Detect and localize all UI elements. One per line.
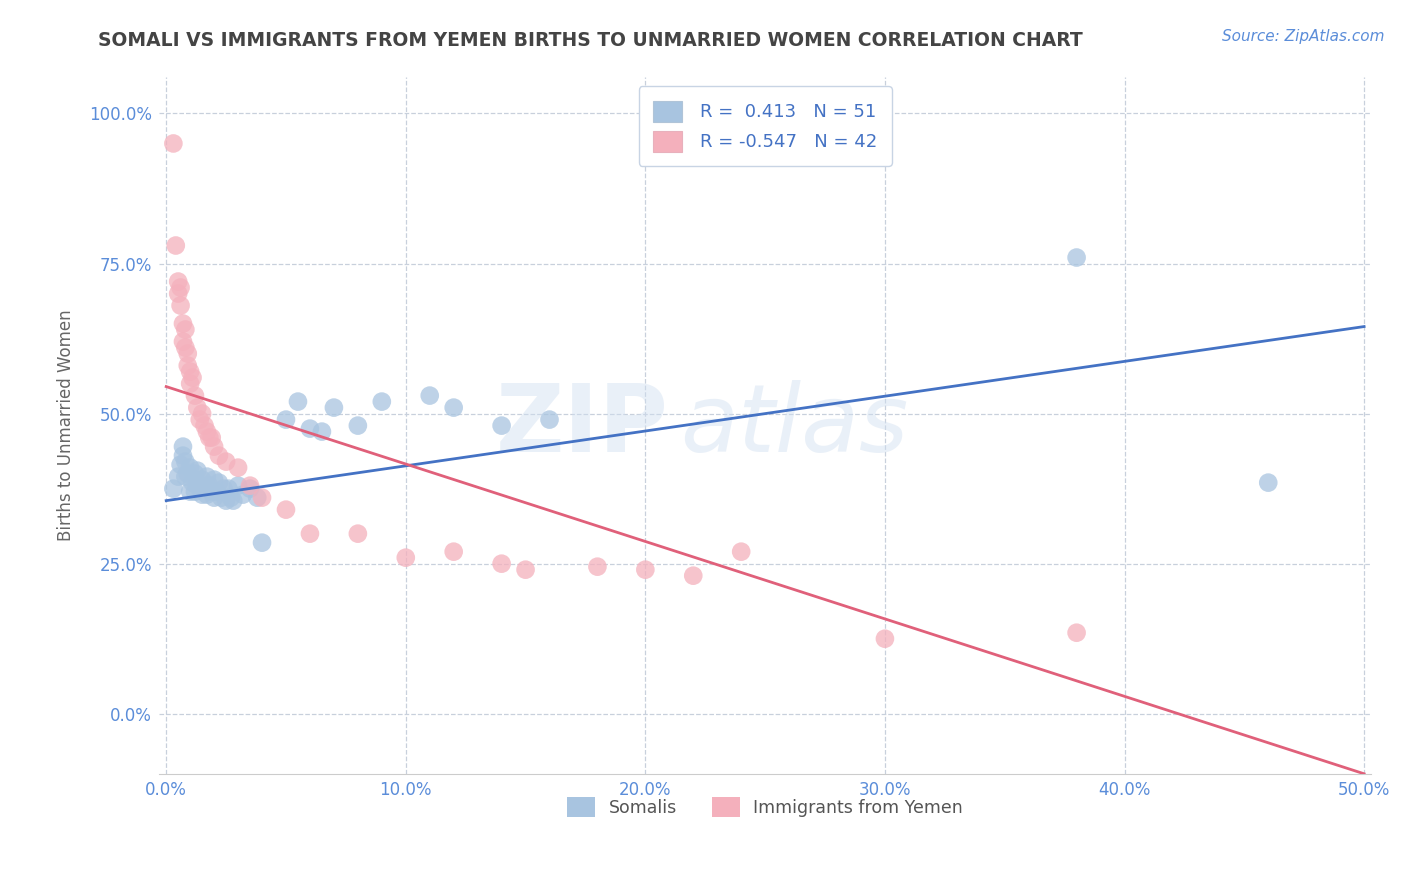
Point xyxy=(193,478,215,492)
Point xyxy=(246,491,269,505)
Legend: Somalis, Immigrants from Yemen: Somalis, Immigrants from Yemen xyxy=(560,790,970,824)
Text: atlas: atlas xyxy=(681,380,908,471)
Point xyxy=(179,376,201,391)
Point xyxy=(1257,475,1279,490)
Point xyxy=(195,425,218,439)
Point xyxy=(169,299,191,313)
Point xyxy=(201,431,224,445)
Point xyxy=(209,491,232,505)
Point xyxy=(191,407,214,421)
Point xyxy=(179,484,201,499)
Point xyxy=(491,557,513,571)
Point xyxy=(239,482,262,496)
Point xyxy=(202,491,225,505)
Point xyxy=(167,286,190,301)
Point xyxy=(1066,251,1088,265)
Point xyxy=(218,482,240,496)
Point xyxy=(311,425,333,439)
Point xyxy=(179,460,201,475)
Point xyxy=(191,473,214,487)
Point xyxy=(186,478,208,492)
Point xyxy=(198,431,221,445)
Point xyxy=(198,478,221,492)
Point xyxy=(184,484,207,499)
Point xyxy=(212,482,235,496)
Point xyxy=(205,484,228,499)
Point xyxy=(195,488,218,502)
Point xyxy=(226,478,249,492)
Point xyxy=(491,418,513,433)
Point xyxy=(287,394,309,409)
Point xyxy=(222,493,245,508)
Point xyxy=(172,449,194,463)
Point xyxy=(208,475,231,490)
Point xyxy=(219,491,242,505)
Y-axis label: Births to Unmarried Women: Births to Unmarried Women xyxy=(58,310,75,541)
Point xyxy=(443,544,465,558)
Point xyxy=(232,488,254,502)
Point xyxy=(184,467,207,481)
Point xyxy=(873,632,896,646)
Point xyxy=(181,370,204,384)
Point xyxy=(162,482,184,496)
Point xyxy=(174,322,197,336)
Point xyxy=(177,346,200,360)
Point xyxy=(682,568,704,582)
Point xyxy=(177,359,200,373)
Point xyxy=(250,535,273,549)
Point xyxy=(193,418,215,433)
Text: ZIP: ZIP xyxy=(495,380,668,472)
Point xyxy=(172,317,194,331)
Text: Source: ZipAtlas.com: Source: ZipAtlas.com xyxy=(1222,29,1385,44)
Point xyxy=(634,563,657,577)
Point xyxy=(443,401,465,415)
Point xyxy=(172,440,194,454)
Point xyxy=(730,544,752,558)
Point xyxy=(215,455,238,469)
Point xyxy=(169,280,191,294)
Point xyxy=(174,455,197,469)
Point xyxy=(274,502,297,516)
Point xyxy=(226,460,249,475)
Point xyxy=(515,563,537,577)
Point xyxy=(298,422,321,436)
Point xyxy=(174,341,197,355)
Point xyxy=(419,388,441,402)
Point xyxy=(179,365,201,379)
Point xyxy=(239,478,262,492)
Point xyxy=(186,464,208,478)
Point xyxy=(195,469,218,483)
Point xyxy=(188,478,211,492)
Point xyxy=(208,449,231,463)
Point xyxy=(165,238,187,252)
Point xyxy=(322,401,344,415)
Point xyxy=(586,559,609,574)
Point xyxy=(172,334,194,349)
Point xyxy=(274,412,297,426)
Text: SOMALI VS IMMIGRANTS FROM YEMEN BIRTHS TO UNMARRIED WOMEN CORRELATION CHART: SOMALI VS IMMIGRANTS FROM YEMEN BIRTHS T… xyxy=(98,31,1083,50)
Point xyxy=(202,473,225,487)
Point xyxy=(347,526,370,541)
Point xyxy=(174,469,197,483)
Point xyxy=(395,550,418,565)
Point xyxy=(184,388,207,402)
Point xyxy=(167,469,190,483)
Point xyxy=(215,493,238,508)
Point xyxy=(177,467,200,481)
Point xyxy=(538,412,561,426)
Point xyxy=(250,491,273,505)
Point xyxy=(298,526,321,541)
Point xyxy=(201,484,224,499)
Point xyxy=(162,136,184,151)
Point xyxy=(371,394,394,409)
Point xyxy=(191,488,214,502)
Point xyxy=(202,440,225,454)
Point xyxy=(167,275,190,289)
Point xyxy=(169,458,191,472)
Point xyxy=(188,412,211,426)
Point xyxy=(347,418,370,433)
Point xyxy=(186,401,208,415)
Point xyxy=(1066,625,1088,640)
Point xyxy=(181,475,204,490)
